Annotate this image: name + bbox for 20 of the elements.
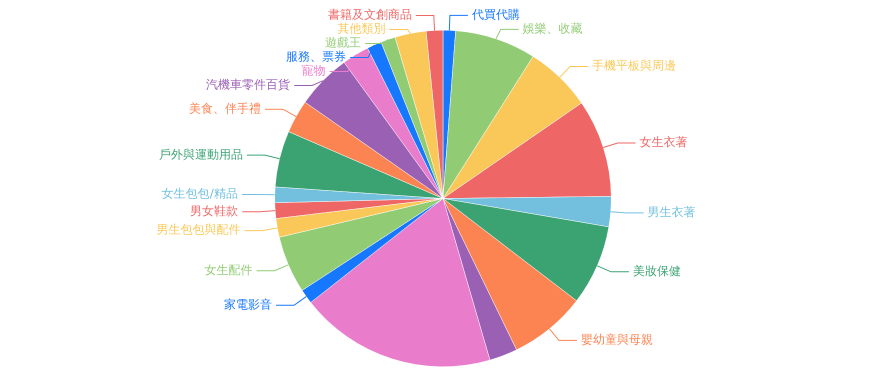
- slice-label: 戶外與運動用品: [158, 147, 243, 162]
- slice-label: 代買代購: [470, 8, 520, 22]
- slice-label: 男生衣著: [648, 205, 696, 220]
- slice-label: 娛樂、收藏: [522, 22, 583, 36]
- slice-label: 其他類別: [338, 22, 386, 36]
- slice-label: 遊戲王: [325, 36, 362, 50]
- slice-label: 寵物: [302, 64, 326, 78]
- slice-label: 汽機車零件百貨: [206, 78, 290, 92]
- slice-label: 男生包包與配件: [156, 222, 241, 237]
- slice-label: 女生包包/精品: [162, 186, 238, 201]
- slice-label: 美妝保健: [632, 264, 681, 278]
- slice-label: 書籍及文創商品: [328, 8, 412, 22]
- slice-label: 女生配件: [204, 262, 253, 277]
- slice-label: 女生衣著: [640, 135, 688, 150]
- slice-label: 服務、票券: [286, 50, 346, 64]
- slice-label: 手機平板與周邊: [592, 58, 676, 73]
- slice-label: 美食、伴手禮: [188, 101, 261, 116]
- slice-label: 男女鞋款: [190, 204, 238, 218]
- slice-label: 家電影音: [224, 297, 272, 312]
- slice-label: 嬰幼童與母親: [580, 332, 653, 347]
